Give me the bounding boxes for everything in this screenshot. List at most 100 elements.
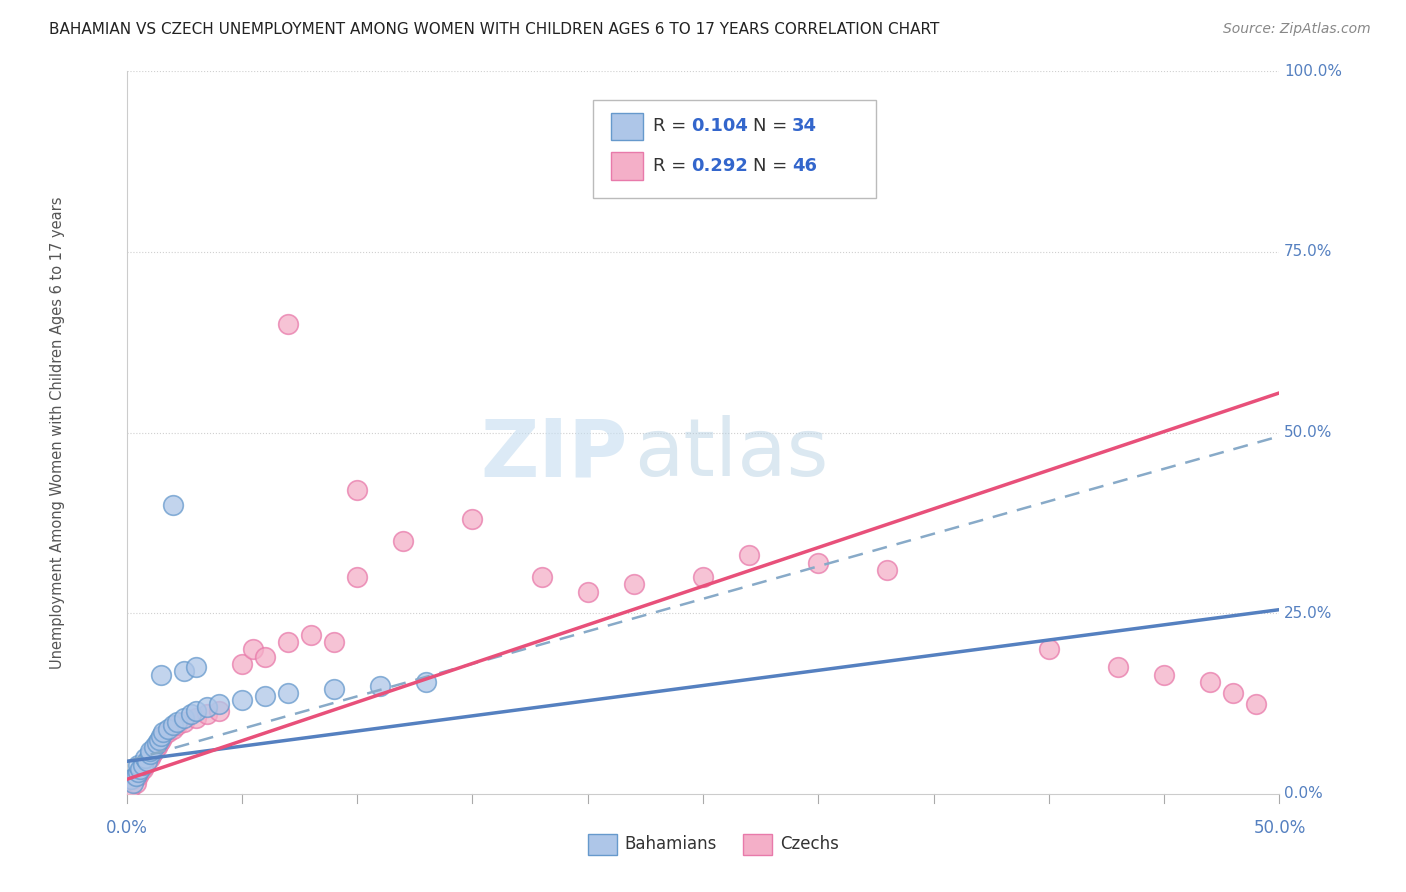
Point xyxy=(1222,686,1244,700)
Text: N =: N = xyxy=(752,117,793,136)
Point xyxy=(253,649,276,664)
Point xyxy=(277,318,299,332)
Point xyxy=(152,725,174,739)
Text: R =: R = xyxy=(654,157,692,175)
Point xyxy=(150,667,173,681)
Point xyxy=(138,743,160,757)
Text: 25.0%: 25.0% xyxy=(1284,606,1333,621)
Text: R =: R = xyxy=(654,117,692,136)
Text: Czechs: Czechs xyxy=(780,836,839,854)
Point xyxy=(195,707,218,722)
Point xyxy=(231,657,253,671)
Point xyxy=(738,549,761,563)
Point xyxy=(134,758,156,772)
Point xyxy=(166,714,188,729)
Point xyxy=(157,725,180,739)
Point xyxy=(299,628,322,642)
Point xyxy=(136,755,159,769)
Bar xyxy=(610,153,643,180)
Text: 50.0%: 50.0% xyxy=(1284,425,1333,440)
Text: 50.0%: 50.0% xyxy=(1253,819,1306,838)
Point xyxy=(368,678,391,692)
Point xyxy=(141,747,163,761)
Point xyxy=(208,704,231,718)
Text: Unemployment Among Women with Children Ages 6 to 17 years: Unemployment Among Women with Children A… xyxy=(49,196,65,669)
Point xyxy=(876,563,898,577)
Text: 46: 46 xyxy=(792,157,817,175)
Point xyxy=(277,686,299,700)
Point xyxy=(231,693,253,707)
Point xyxy=(807,556,830,570)
Point xyxy=(150,732,173,747)
Point xyxy=(173,714,195,729)
Point xyxy=(253,690,276,704)
Text: 75.0%: 75.0% xyxy=(1284,244,1333,260)
FancyBboxPatch shape xyxy=(593,100,876,198)
Point xyxy=(138,747,160,761)
Point xyxy=(131,758,153,772)
Point xyxy=(692,570,714,584)
Point xyxy=(129,762,152,776)
Point xyxy=(323,635,346,649)
Point xyxy=(242,642,264,657)
Point xyxy=(208,697,231,711)
Text: atlas: atlas xyxy=(634,416,828,493)
Point xyxy=(127,765,149,780)
Point xyxy=(131,762,153,776)
Point xyxy=(162,498,184,512)
Point xyxy=(150,729,173,743)
Point xyxy=(180,707,202,722)
Point xyxy=(184,660,207,674)
Text: 0.292: 0.292 xyxy=(692,157,748,175)
Point xyxy=(127,758,149,772)
Point xyxy=(530,570,553,584)
Point xyxy=(136,755,159,769)
Point xyxy=(1246,697,1268,711)
Text: 34: 34 xyxy=(792,117,817,136)
Point xyxy=(1038,642,1060,657)
Point xyxy=(173,711,195,725)
Text: BAHAMIAN VS CZECH UNEMPLOYMENT AMONG WOMEN WITH CHILDREN AGES 6 TO 17 YEARS CORR: BAHAMIAN VS CZECH UNEMPLOYMENT AMONG WOM… xyxy=(49,22,939,37)
Point xyxy=(166,718,188,732)
Point xyxy=(415,674,437,689)
Point xyxy=(120,780,142,794)
Point xyxy=(184,704,207,718)
Bar xyxy=(744,834,772,855)
Point xyxy=(392,533,415,548)
Point xyxy=(143,739,166,754)
Point xyxy=(1107,660,1129,674)
Bar xyxy=(588,834,617,855)
Text: 0.0%: 0.0% xyxy=(105,819,148,838)
Point xyxy=(461,512,484,526)
Point xyxy=(125,769,148,783)
Point xyxy=(195,700,218,714)
Point xyxy=(184,711,207,725)
Text: Bahamians: Bahamians xyxy=(624,836,717,854)
Point xyxy=(122,776,145,790)
Point xyxy=(1153,667,1175,681)
Text: 0.104: 0.104 xyxy=(692,117,748,136)
Point xyxy=(323,682,346,697)
Point xyxy=(122,772,145,787)
Point xyxy=(125,776,148,790)
Text: Source: ZipAtlas.com: Source: ZipAtlas.com xyxy=(1223,22,1371,37)
Point xyxy=(173,664,195,678)
Point xyxy=(148,732,170,747)
Point xyxy=(145,739,167,754)
Point xyxy=(127,769,149,783)
Text: N =: N = xyxy=(752,157,793,175)
Text: 0.0%: 0.0% xyxy=(1284,787,1323,801)
Text: ZIP: ZIP xyxy=(481,416,628,493)
Point xyxy=(623,577,645,591)
Point xyxy=(148,736,170,750)
Point xyxy=(576,584,599,599)
Point xyxy=(157,722,180,736)
Point xyxy=(346,570,368,584)
Point xyxy=(1199,674,1222,689)
Point xyxy=(152,729,174,743)
Point xyxy=(134,751,156,765)
Point xyxy=(162,718,184,732)
Point xyxy=(346,483,368,498)
Text: 100.0%: 100.0% xyxy=(1284,64,1343,78)
Point xyxy=(162,722,184,736)
